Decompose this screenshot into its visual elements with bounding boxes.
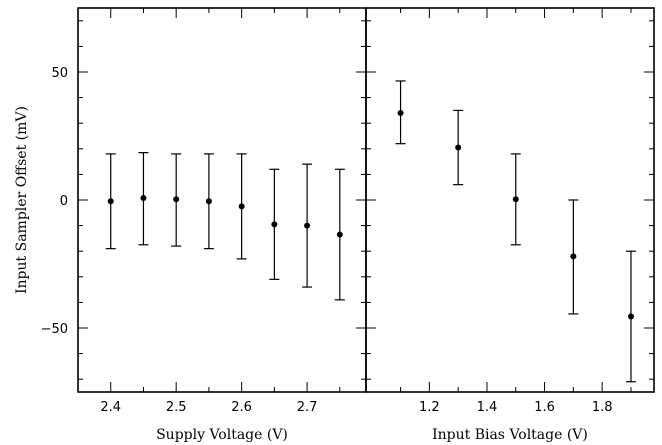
left-y-tick-label: 0 [60,194,68,209]
x-axis-title-right: Input Bias Voltage (V) [432,427,588,443]
left-data-point [140,194,147,201]
right-data-point [455,144,462,151]
right-plot-frame [365,7,655,393]
right-x-tick-label: 1.8 [592,400,613,415]
right-data-point [397,109,404,116]
left-data-point [107,198,114,205]
y-axis-title: Input Sampler Offset (mV) [14,106,30,294]
left-y-tick-label: −50 [41,322,68,337]
left-data-point [173,196,180,203]
right-panel: 1.2 1.4 1.6 1.8 [365,7,655,415]
left-x-tick-label: 2.5 [166,400,187,415]
left-plot-frame [77,7,367,393]
left-data-point [304,222,311,229]
left-x-tick-label: 2.4 [100,400,121,415]
left-data-point [238,203,245,210]
right-data-point [627,313,634,320]
left-panel: 2.4 2.5 2.6 2.7 −50 0 50 [41,7,367,415]
left-data-point [205,198,212,205]
right-data-point [570,253,577,260]
left-data-point [336,231,343,238]
left-y-tick-label: 50 [51,66,68,81]
right-data-point [512,196,519,203]
right-x-tick-label: 1.4 [477,400,498,415]
left-data-point [271,221,278,228]
x-axis-title-left: Supply Voltage (V) [156,427,288,443]
right-x-tick-label: 1.6 [534,400,555,415]
left-x-tick-label: 2.7 [297,400,318,415]
left-x-tick-label: 2.6 [231,400,252,415]
right-x-tick-label: 1.2 [419,400,440,415]
